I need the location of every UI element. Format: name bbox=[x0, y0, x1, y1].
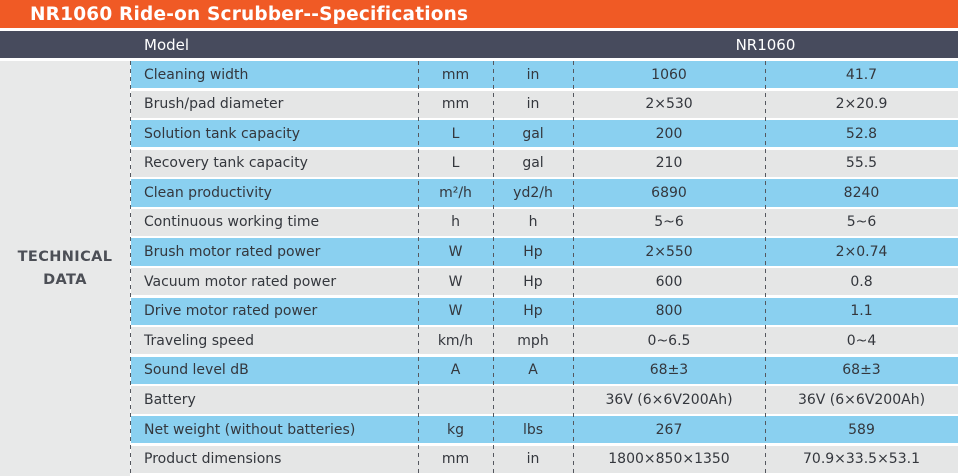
spec-name-cell: Vacuum motor rated power bbox=[144, 273, 337, 290]
unit-metric-cell: L bbox=[451, 155, 460, 172]
value-imperial-cell: 0.8 bbox=[850, 273, 873, 290]
spec-name-cell: Product dimensions bbox=[144, 451, 282, 468]
unit-metric-cell: W bbox=[448, 303, 463, 320]
unit-metric-cell: W bbox=[448, 273, 463, 290]
table-row: Sound level dB A A 68±3 68±3 bbox=[131, 356, 958, 384]
value-imperial-cell: 55.5 bbox=[845, 155, 878, 172]
value-metric-cell: 1800×850×1350 bbox=[608, 451, 730, 468]
unit-metric-cell: W bbox=[448, 244, 463, 261]
value-metric-cell: 6890 bbox=[651, 184, 687, 201]
table-row: Continuous working time h h 5~6 5~6 bbox=[131, 208, 958, 237]
value-imperial-cell: 70.9×33.5×53.1 bbox=[803, 451, 920, 468]
spec-name-cell: Traveling speed bbox=[144, 332, 255, 349]
value-metric-cell: 36V (6×6V200Ah) bbox=[605, 391, 733, 408]
spec-name-cell: Sound level dB bbox=[144, 362, 249, 379]
unit-imperial-cell: in bbox=[526, 451, 540, 468]
unit-imperial-cell: A bbox=[528, 362, 538, 379]
model-column-header: Model bbox=[144, 35, 190, 54]
spec-name-cell: Solution tank capacity bbox=[144, 125, 301, 142]
title-bar: NR1060 Ride-on Scrubber--Specifications bbox=[0, 0, 958, 28]
value-metric-cell: 5~6 bbox=[654, 214, 684, 231]
unit-imperial-cell: lbs bbox=[522, 421, 544, 438]
value-imperial-cell: 0~4 bbox=[846, 332, 877, 349]
model-value-header: NR1060 bbox=[735, 35, 796, 54]
unit-imperial-cell: gal bbox=[522, 125, 544, 142]
table-row: Brush motor rated power W Hp 2×550 2×0.7… bbox=[131, 238, 958, 266]
value-imperial-cell: 36V (6×6V200Ah) bbox=[797, 391, 926, 408]
value-metric-cell: 600 bbox=[655, 273, 683, 290]
table-row: Brush/pad diameter mm in 2×530 2×20.9 bbox=[131, 90, 958, 118]
value-imperial-cell: 41.7 bbox=[845, 66, 878, 83]
unit-metric-cell: km/h bbox=[437, 332, 474, 349]
unit-imperial-cell: mph bbox=[517, 332, 549, 349]
technical-data-label: TECHNICAL DATA bbox=[17, 249, 113, 288]
unit-imperial-cell: Hp bbox=[523, 303, 543, 320]
spec-name-cell: Net weight (without batteries) bbox=[144, 421, 356, 438]
spec-name-cell: Drive motor rated power bbox=[144, 303, 318, 320]
value-imperial-cell: 1.1 bbox=[850, 303, 873, 320]
unit-imperial-cell: in bbox=[526, 66, 540, 83]
value-metric-cell: 800 bbox=[655, 303, 683, 320]
table-row: Clean productivity m²/h yd2/h 6890 8240 bbox=[131, 179, 958, 207]
value-imperial-cell: 2×0.74 bbox=[835, 244, 888, 261]
spec-name-cell: Continuous working time bbox=[144, 214, 320, 231]
table-row: Solution tank capacity L gal 200 52.8 bbox=[131, 120, 958, 148]
value-imperial-cell: 8240 bbox=[843, 184, 880, 201]
value-imperial-cell: 68±3 bbox=[842, 362, 881, 379]
table-row: Drive motor rated power W Hp 800 1.1 bbox=[131, 297, 958, 325]
spec-name-cell: Clean productivity bbox=[144, 184, 272, 201]
unit-metric-cell: A bbox=[450, 362, 461, 379]
table-row: Recovery tank capacity L gal 210 55.5 bbox=[131, 149, 958, 177]
unit-imperial-cell: gal bbox=[522, 155, 544, 172]
spec-name-cell: Recovery tank capacity bbox=[144, 155, 308, 172]
unit-metric-cell: mm bbox=[441, 66, 470, 83]
spec-name-cell: Brush/pad diameter bbox=[144, 96, 284, 113]
unit-metric-cell: h bbox=[451, 214, 460, 231]
spec-name-cell: Brush motor rated power bbox=[144, 244, 321, 261]
value-imperial-cell: 5~6 bbox=[846, 214, 877, 231]
unit-metric-cell: L bbox=[451, 125, 460, 142]
value-metric-cell: 68±3 bbox=[649, 362, 689, 379]
table-row: Battery 36V (6×6V200Ah) 36V (6×6V200Ah) bbox=[131, 386, 958, 414]
spec-name-cell: Battery bbox=[144, 391, 196, 408]
spec-name-cell: Cleaning width bbox=[144, 66, 249, 83]
unit-metric-cell: m²/h bbox=[439, 184, 472, 201]
value-metric-cell: 210 bbox=[655, 155, 683, 172]
value-metric-cell: 200 bbox=[655, 125, 683, 142]
spec-table: Cleaning width mm in 1060 41.7 Brush/pad… bbox=[131, 61, 958, 473]
value-metric-cell: 267 bbox=[655, 421, 683, 438]
table-row: Traveling speed km/h mph 0~6.5 0~4 bbox=[131, 327, 958, 355]
table-row: Net weight (without batteries) kg lbs 26… bbox=[131, 415, 958, 444]
value-imperial-cell: 52.8 bbox=[845, 125, 878, 142]
unit-imperial-cell: in bbox=[526, 96, 540, 113]
value-imperial-cell: 589 bbox=[848, 421, 875, 438]
value-metric-cell: 2×550 bbox=[645, 244, 693, 261]
value-metric-cell: 1060 bbox=[651, 66, 687, 83]
unit-metric-cell: kg bbox=[447, 421, 464, 438]
value-metric-cell: 2×530 bbox=[645, 96, 693, 113]
value-imperial-cell: 2×20.9 bbox=[835, 96, 888, 113]
technical-data-panel: TECHNICAL DATA bbox=[0, 61, 130, 476]
model-header-row: Model NR1060 bbox=[0, 31, 958, 58]
table-row: Vacuum motor rated power W Hp 600 0.8 bbox=[131, 268, 958, 296]
unit-imperial-cell: Hp bbox=[523, 273, 543, 290]
unit-metric-cell: mm bbox=[441, 96, 470, 113]
table-row: Product dimensions mm in 1800×850×1350 7… bbox=[131, 445, 958, 473]
unit-imperial-cell: h bbox=[528, 214, 538, 231]
unit-metric-cell: mm bbox=[441, 451, 470, 468]
table-row: Cleaning width mm in 1060 41.7 bbox=[131, 61, 958, 89]
unit-imperial-cell: yd2/h bbox=[513, 184, 553, 201]
page-title: NR1060 Ride-on Scrubber--Specifications bbox=[30, 3, 469, 25]
unit-imperial-cell: Hp bbox=[523, 244, 543, 261]
value-metric-cell: 0~6.5 bbox=[647, 332, 691, 349]
